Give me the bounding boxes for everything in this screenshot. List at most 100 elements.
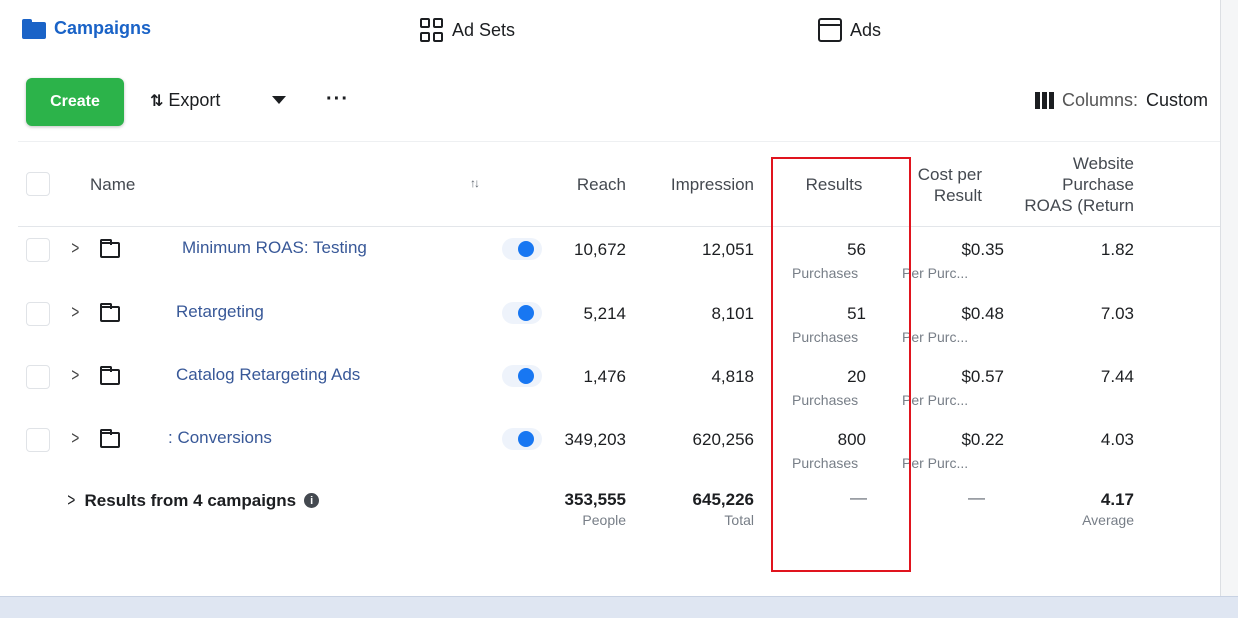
table-row[interactable]: > Catalog Retargeting Ads 1,476 4,818 20… <box>0 355 1220 418</box>
cost-header-line2: Result <box>933 186 982 205</box>
tab-ad-sets-label: Ad Sets <box>452 19 516 40</box>
campaign-name-link[interactable]: : Conversions <box>168 428 272 447</box>
row-checkbox[interactable] <box>26 238 50 262</box>
cost-value: $0.48 <box>961 304 1004 323</box>
results-unit: Purchases <box>792 392 859 408</box>
results-value: 51 <box>847 304 866 323</box>
reach-value: 10,672 <box>574 240 626 259</box>
cost-unit: Per Purc... <box>902 455 969 471</box>
roas-header-line3: ROAS (Return <box>1024 196 1134 215</box>
results-value: 800 <box>837 430 866 449</box>
create-button[interactable]: Create <box>26 78 124 126</box>
campaign-status-toggle[interactable] <box>502 428 542 450</box>
cost-value: $0.35 <box>961 240 1004 259</box>
row-checkbox[interactable] <box>26 365 50 389</box>
table-row[interactable]: > Retargeting 5,214 8,101 51 Purchases $… <box>0 292 1220 355</box>
total-reach: 353,555 <box>564 490 626 509</box>
bottom-bar <box>0 596 1238 618</box>
results-unit: Purchases <box>792 265 859 281</box>
tab-campaigns-label: Campaigns <box>54 18 152 38</box>
results-unit: Purchases <box>792 455 859 471</box>
roas-value: 1.82 <box>1100 240 1134 259</box>
total-impressions: 645,226 <box>692 490 754 509</box>
total-roas-unit: Average <box>1082 512 1134 528</box>
table-top-divider <box>18 141 1220 142</box>
info-icon[interactable]: i <box>304 493 320 508</box>
results-column-highlight <box>771 157 911 572</box>
table-row[interactable]: > Minimum ROAS: Testing 10,672 12,051 56… <box>0 228 1220 291</box>
column-header-impressions[interactable]: Impression <box>670 175 754 194</box>
campaign-name-link[interactable]: Catalog Retargeting Ads <box>176 365 361 384</box>
total-reach-unit: People <box>582 512 626 528</box>
export-button[interactable]: ⇅ Export <box>150 90 220 111</box>
select-all-checkbox[interactable] <box>26 172 50 196</box>
folder-icon <box>22 18 46 39</box>
columns-icon <box>1034 92 1054 109</box>
impressions-value: 4,818 <box>711 367 754 386</box>
totals-label-text: Results from 4 campaigns <box>84 490 297 510</box>
roas-value: 7.44 <box>1100 367 1134 386</box>
folder-outline-icon <box>100 239 120 258</box>
row-checkbox[interactable] <box>26 428 50 452</box>
row-checkbox[interactable] <box>26 302 50 326</box>
campaign-name-link[interactable]: Minimum ROAS: Testing <box>182 238 367 257</box>
reach-value: 1,476 <box>583 367 626 386</box>
total-roas: 4.17 <box>1100 490 1134 509</box>
cost-value: $0.22 <box>961 430 1004 449</box>
impressions-value: 12,051 <box>702 240 754 259</box>
chevron-right-icon[interactable]: > <box>71 365 80 385</box>
reach-value: 5,214 <box>583 304 626 323</box>
campaign-status-toggle[interactable] <box>502 365 542 387</box>
campaign-status-toggle[interactable] <box>502 302 542 324</box>
tab-campaigns[interactable]: Campaigns <box>22 18 151 39</box>
campaign-name-link[interactable]: Retargeting <box>176 302 264 321</box>
column-header-roas[interactable]: Website Purchase ROAS (Return <box>1010 153 1134 216</box>
tab-ads[interactable]: Ads <box>818 18 881 42</box>
results-value: 20 <box>847 367 866 386</box>
total-cost: — <box>968 488 985 507</box>
columns-value: Custom <box>1145 90 1208 110</box>
sort-icon[interactable]: ↑↓ <box>470 176 480 190</box>
sort-arrows-icon: ⇅ <box>150 92 164 110</box>
folder-outline-icon <box>100 366 120 385</box>
totals-row: > Results from 4 campaigns i 353,555 Peo… <box>0 486 1220 546</box>
folder-outline-icon <box>100 303 120 322</box>
column-header-name[interactable]: Name <box>90 175 136 194</box>
more-options-button[interactable]: ··· <box>326 88 349 110</box>
chevron-right-icon[interactable]: > <box>71 302 80 322</box>
roas-value: 7.03 <box>1100 304 1134 323</box>
column-header-results[interactable]: Results <box>805 175 863 194</box>
roas-value: 4.03 <box>1100 430 1134 449</box>
total-results: — <box>850 488 867 507</box>
results-value: 56 <box>847 240 866 259</box>
total-impressions-unit: Total <box>724 512 754 528</box>
impressions-value: 620,256 <box>692 430 754 449</box>
scrollbar-gutter[interactable] <box>1220 0 1238 596</box>
tab-ads-label: Ads <box>850 19 882 40</box>
roas-header-line2: Purchase <box>1062 175 1134 194</box>
impressions-value: 8,101 <box>711 304 754 323</box>
reach-value: 349,203 <box>564 430 626 449</box>
campaign-status-toggle[interactable] <box>502 238 542 260</box>
columns-selector[interactable]: Columns: Custom <box>1034 90 1208 111</box>
chevron-right-icon[interactable]: > <box>67 490 76 510</box>
results-unit: Purchases <box>792 329 859 345</box>
table-row[interactable]: > : Conversions 349,203 620,256 800 Purc… <box>0 418 1220 481</box>
header-bottom-divider <box>18 226 1220 227</box>
column-header-reach[interactable]: Reach <box>576 175 626 194</box>
chevron-right-icon[interactable]: > <box>71 238 80 258</box>
roas-header-line1: Website <box>1072 154 1134 173</box>
grid-icon <box>420 18 444 42</box>
tab-ad-sets[interactable]: Ad Sets <box>420 18 515 42</box>
chevron-right-icon[interactable]: > <box>71 428 80 448</box>
cost-value: $0.57 <box>961 367 1004 386</box>
export-label: Export <box>168 90 221 110</box>
columns-prefix: Columns: <box>1061 90 1138 110</box>
cost-unit: Per Purc... <box>902 265 969 281</box>
cost-header-line1: Cost per <box>917 165 982 184</box>
export-dropdown-caret-icon[interactable] <box>272 96 286 104</box>
totals-label[interactable]: > Results from 4 campaigns i <box>66 490 320 511</box>
column-header-cost-per-result[interactable]: Cost per Result <box>900 164 982 206</box>
folder-outline-icon <box>100 429 120 448</box>
